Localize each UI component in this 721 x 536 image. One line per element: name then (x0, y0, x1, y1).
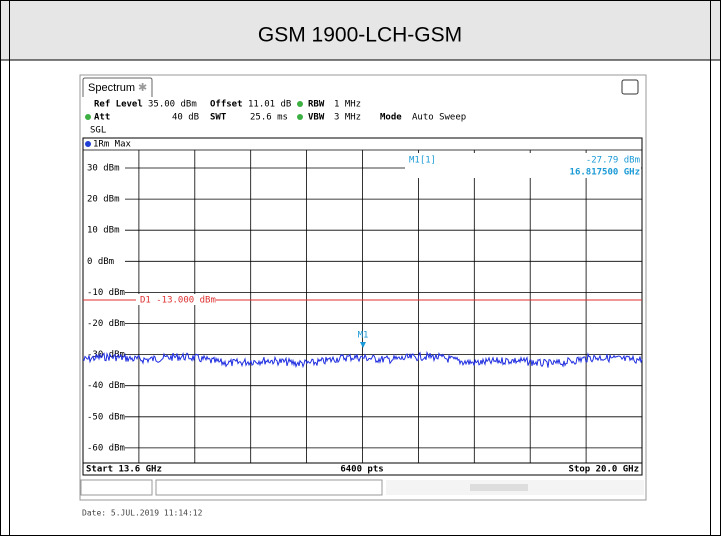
setting-label: Ref Level (94, 100, 143, 110)
setting-value: 3 MHz (334, 113, 361, 123)
y-labels: 30 dBm 20 dBm 10 dBm 0 dBm -10 dBm -20 dBm -30… (87, 164, 125, 454)
y-label: -60 dBm (87, 443, 125, 453)
trace (82, 350, 643, 369)
settings: Ref Level 35.00 dBm Offset 11.01 dB RBW … (85, 100, 466, 136)
readout-bg (405, 153, 641, 178)
readout-level: -27.79 dBm (586, 156, 640, 166)
y-label: -20 dBm (87, 319, 125, 329)
readout-frequency: 16.817500 GHz (570, 168, 640, 178)
readout-name: M1[1] (409, 156, 436, 166)
y-label: -40 dBm (87, 381, 125, 391)
y-label: -30 dBm (87, 350, 125, 360)
tab-label: Spectrum (88, 82, 135, 94)
status-meter (470, 484, 528, 491)
icon (621, 79, 639, 95)
marker-label: M1 (358, 331, 369, 341)
y-label: 10 dBm (87, 226, 120, 236)
setting-label: RBW (308, 100, 325, 110)
grid (125, 150, 642, 463)
indicator (297, 114, 303, 120)
status-box (155, 479, 383, 496)
trace-indicator (85, 141, 91, 147)
trace-label: 1Rm Max (93, 140, 132, 150)
setting-label: SWT (210, 113, 227, 123)
marker (360, 342, 366, 348)
setting-value: 25.6 ms (250, 113, 288, 123)
setting-value: Auto Sweep (412, 113, 466, 123)
start: Start 13.6 GHz (86, 465, 162, 475)
sweep: SGL (90, 126, 106, 136)
setting-value: 11.01 dB (248, 100, 291, 110)
y-label: -10 dBm (87, 288, 125, 298)
y-label: 0 dBm (87, 257, 114, 267)
footer-bg (83, 463, 642, 475)
setting-value: 40 dB (172, 113, 199, 123)
pin-icon: ✱ (138, 82, 147, 94)
status-box (80, 479, 153, 496)
setting-label: Att (94, 113, 110, 123)
setting-label: Mode (380, 113, 402, 123)
display-line-bg (136, 294, 216, 305)
indicator (85, 114, 91, 120)
setting-label: VBW (308, 113, 325, 123)
y-label: 30 dBm (87, 164, 120, 174)
display-line-label: D1 -13.000 dBm (140, 296, 216, 306)
tab (82, 77, 153, 97)
setting-value: 35.00 dBm (148, 100, 197, 110)
y-label: 20 dBm (87, 195, 120, 205)
y-label: -50 dBm (87, 412, 125, 422)
header-bg (1, 1, 720, 60)
indicator (297, 101, 303, 107)
title: GSM 1900-LCH-GSM (258, 24, 462, 47)
setting-label: Offset (210, 100, 243, 110)
points: 6400 pts (340, 465, 383, 475)
setting-value: 1 MHz (334, 100, 361, 110)
date: Date: 5.JUL.2019 11:14:12 (82, 509, 203, 518)
stop: Stop 20.0 GHz (569, 465, 639, 475)
